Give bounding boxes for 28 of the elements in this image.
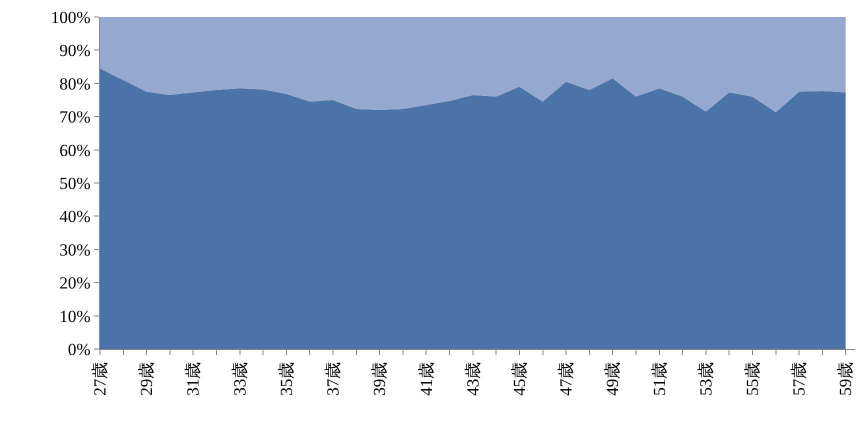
x-tick-label: 39歳: [370, 362, 390, 396]
x-tick-label: 41歳: [416, 362, 436, 396]
y-tick-label: 70%: [59, 108, 91, 127]
x-tick-label: 53歳: [696, 362, 716, 396]
x-tick-label: 43歳: [463, 362, 482, 396]
x-tick-label: 27歳: [90, 362, 110, 396]
y-tick-label: 30%: [59, 240, 91, 260]
x-tick-label: 47歳: [556, 362, 576, 396]
x-tick-label: 37歳: [324, 362, 343, 396]
y-tick-label: 40%: [59, 207, 91, 226]
y-tick-label: 100%: [50, 8, 91, 27]
y-tick-label: 90%: [59, 41, 91, 60]
y-tick-label: 20%: [59, 274, 91, 293]
y-tick-label: 80%: [59, 74, 91, 94]
x-tick-label: 31歳: [184, 362, 203, 396]
x-tick-label: 33歳: [230, 362, 250, 396]
x-tick-label: 35歳: [276, 362, 296, 396]
y-tick-label: 0%: [68, 340, 91, 359]
x-tick-label: 59歳: [836, 362, 856, 396]
y-tick-label: 10%: [59, 306, 91, 326]
x-tick-label: 49歳: [603, 362, 622, 396]
x-tick-label: 55歳: [742, 362, 762, 396]
y-tick-label: 60%: [59, 140, 91, 160]
x-tick-label: 29歳: [137, 362, 156, 396]
x-tick-label: 45歳: [510, 362, 529, 396]
x-tick-label: 57歳: [790, 362, 809, 396]
x-tick-label: 51歳: [650, 362, 669, 396]
y-tick-label: 50%: [59, 174, 91, 193]
